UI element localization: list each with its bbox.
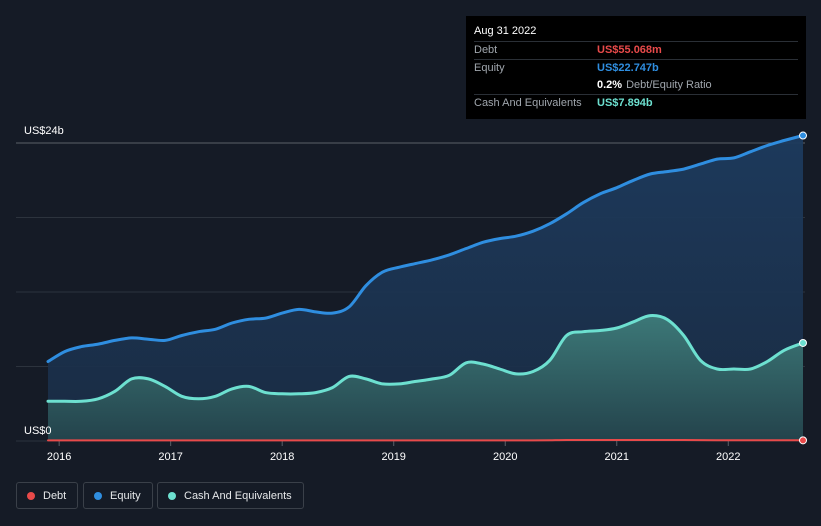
tooltip-panel: Aug 31 2022 Debt US$55.068m Equity US$22… [466,16,806,119]
x-tick-label: 2018 [269,451,295,463]
tooltip-ratio-label: Debt/Equity Ratio [626,79,712,91]
tooltip-row-equity: Equity US$22.747b [474,59,798,77]
series-areas [48,135,803,441]
x-tick-label: 2022 [716,451,741,463]
tooltip-cash-label: Cash And Equivalents [474,97,582,109]
x-tick-label: 2017 [158,451,183,463]
cash-and-equivalents-end-marker [799,338,807,347]
series-lines [46,134,805,442]
tooltip-debt-value: US$55.068m [597,44,662,56]
x-tick-label: 2020 [492,451,518,463]
legend-debt-dot [27,491,35,500]
x-tick-label: 2021 [604,451,629,463]
tooltip-cash-value: US$7.894b [597,97,653,109]
tooltip-equity-label: Equity [474,62,505,74]
tooltip-ratio-value: 0.2% [597,79,623,91]
tooltip-date: Aug 31 2022 [474,25,537,37]
legend-cash-dot [168,491,176,500]
legend-cash-label: Cash And Equivalents [184,489,292,502]
legend-debt-button[interactable]: Debt [16,482,78,509]
tooltip-equity-value: US$22.747b [597,62,659,74]
cash-and-equivalents-line [46,314,805,403]
tooltip-debt-label: Debt [474,44,498,56]
legend-equity-dot [94,491,102,500]
equity-line [46,134,805,363]
legend-cash-button[interactable]: Cash And Equivalents [157,482,304,509]
legend-equity-label: Equity [110,489,141,502]
tooltip-row-debt: Debt US$55.068m [474,41,798,59]
debt-end-marker [799,436,807,445]
y-axis-bottom-label: US$0 [24,425,52,437]
tooltip-row-cash: Cash And Equivalents US$7.894b [474,94,798,112]
equity-end-marker [799,131,807,140]
x-tick-label: 2016 [46,451,72,463]
end-markers [799,131,807,445]
legend-debt-label: Debt [43,489,67,502]
tooltip-row-ratio: 0.2% Debt/Equity Ratio [474,77,798,94]
y-axis-top-label: US$24b [24,125,64,137]
legend-equity-button[interactable]: Equity [83,482,153,509]
x-tick-label: 2019 [381,451,406,463]
cash-and-equivalents-area [48,315,803,441]
